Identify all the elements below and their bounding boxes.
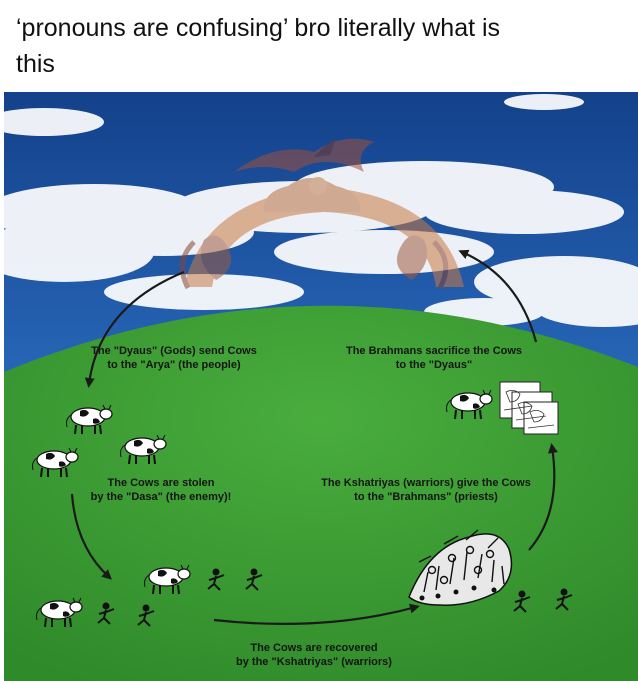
warrior-army-icon — [408, 529, 513, 606]
step-5-line-1: The Brahmans sacrifice the Cows — [346, 345, 522, 357]
meme-image: The "Dyaus" (Gods) send Cows to the "Ary… — [4, 92, 638, 681]
step-5-line-2: to the "Dyaus" — [396, 359, 472, 371]
caption-line-2: this — [16, 50, 55, 78]
step-4-line-2: to the "Brahmans" (priests) — [354, 491, 498, 503]
caption-text: ‘pronouns are confusing’ bro literally w… — [16, 10, 616, 82]
step-label-2: The Cows are stolen by the "Dasa" (the e… — [91, 477, 232, 503]
arrow-dasa-to-kshatriyas — [213, 603, 420, 625]
caption-line-1: ‘pronouns are confusing’ bro literally w… — [16, 14, 501, 42]
step-4-line-1: The Kshatriyas (warriors) give the Cows — [321, 477, 531, 489]
arrow-kshatriyas-to-brahmans — [528, 443, 558, 551]
arrow-gods-to-arya — [84, 270, 185, 388]
step-label-4: The Kshatriyas (warriors) give the Cows … — [321, 477, 531, 503]
step-label-3: The Cows are recovered by the "Kshatriya… — [236, 642, 392, 668]
arrow-brahmans-to-dyaus — [458, 249, 538, 343]
step-3-line-2: by the "Kshatriyas" (warriors) — [236, 656, 392, 668]
step-3-line-1: The Cows are recovered — [250, 642, 377, 654]
arrow-arya-to-dasa — [70, 493, 112, 580]
step-1-line-1: The "Dyaus" (Gods) send Cows — [91, 345, 257, 357]
step-2-line-2: by the "Dasa" (the enemy)! — [91, 491, 232, 503]
step-1-line-2: to the "Arya" (the people) — [107, 359, 241, 371]
priest-drawing-icon — [499, 381, 559, 435]
dragon-deity-icon — [179, 138, 464, 290]
step-label-1: The "Dyaus" (Gods) send Cows to the "Ary… — [91, 345, 257, 371]
step-2-line-1: The Cows are stolen — [108, 477, 215, 489]
step-label-5: The Brahmans sacrifice the Cows to the "… — [346, 345, 522, 371]
cow-cycle-diagram: The "Dyaus" (Gods) send Cows to the "Ary… — [4, 92, 638, 681]
cycle-arrows — [70, 249, 558, 625]
post-caption: ‘pronouns are confusing’ bro literally w… — [0, 0, 638, 92]
